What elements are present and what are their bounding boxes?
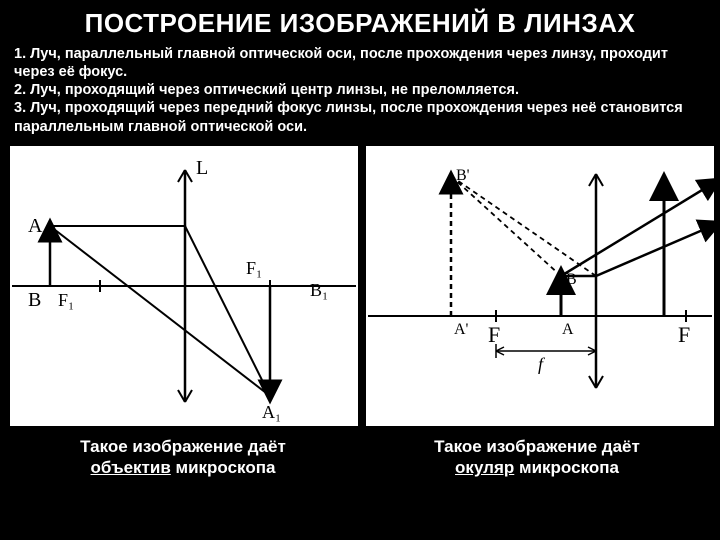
svg-text:F: F [488, 322, 500, 347]
right-caption-prefix: Такое изображение даёт [434, 437, 640, 456]
svg-text:F: F [678, 322, 690, 347]
svg-text:A: A [28, 215, 43, 237]
svg-text:B: B [28, 289, 41, 311]
svg-text:F₁: F₁ [58, 290, 74, 310]
rules-block: 1. Луч, параллельный главной оптической … [0, 43, 720, 142]
svg-text:A': A' [454, 321, 469, 338]
right-diagram: B A B' A' F F f [366, 146, 714, 426]
right-caption: Такое изображение даёт окуляр микроскопа [364, 436, 710, 479]
rule-3: 3. Луч, проходящий через передний фокус … [14, 99, 706, 135]
rule-1: 1. Луч, параллельный главной оптической … [14, 45, 706, 81]
rule-2: 2. Луч, проходящий через оптический цент… [14, 81, 706, 99]
diagram-row: L A B F₁ F₁ B₁ A₁ [0, 142, 720, 426]
svg-text:B': B' [456, 167, 470, 184]
page-title: ПОСТРОЕНИЕ ИЗОБРАЖЕНИЙ В ЛИНЗАХ [0, 0, 720, 43]
svg-text:f: f [538, 354, 546, 374]
svg-text:L: L [196, 157, 208, 179]
svg-text:B₁: B₁ [310, 280, 328, 300]
right-caption-under: окуляр [455, 458, 514, 477]
left-caption-suffix: микроскопа [176, 458, 276, 477]
svg-text:B: B [566, 271, 577, 288]
svg-text:A₁: A₁ [262, 402, 281, 422]
left-caption-prefix: Такое изображение даёт [80, 437, 286, 456]
caption-row: Такое изображение даёт объектив микроско… [0, 426, 720, 479]
svg-text:A: A [562, 321, 574, 338]
svg-text:F₁: F₁ [246, 258, 262, 278]
right-caption-suffix: микроскопа [519, 458, 619, 477]
left-caption-under: объектив [91, 458, 171, 477]
left-diagram: L A B F₁ F₁ B₁ A₁ [10, 146, 358, 426]
left-caption: Такое изображение даёт объектив микроско… [10, 436, 356, 479]
